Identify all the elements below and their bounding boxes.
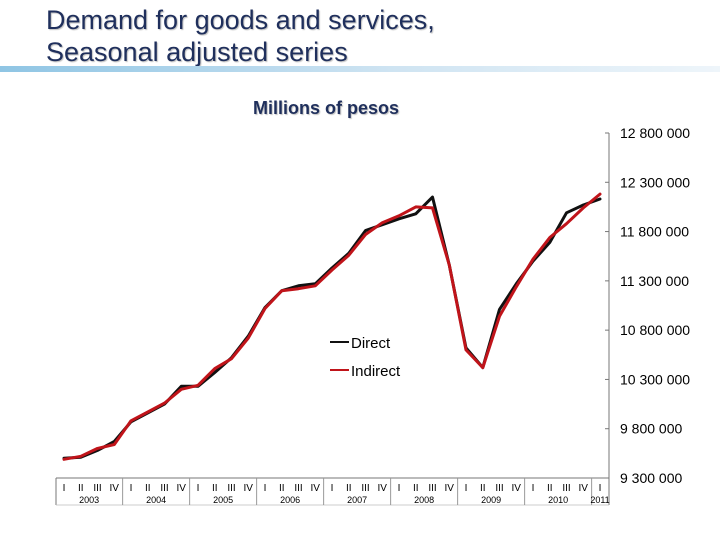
quarter-label: III [562, 483, 570, 494]
quarter-label: II [346, 483, 352, 494]
quarter-label: II [145, 483, 151, 494]
quarter-label: I [331, 483, 334, 494]
quarter-label: IV [512, 483, 522, 494]
quarter-label: II [78, 483, 84, 494]
quarter-label: II [413, 483, 419, 494]
chart-subtitle: Millions of pesos [253, 98, 400, 118]
year-label: 2005 [213, 495, 233, 505]
year-label: 2011 [590, 495, 609, 505]
year-label: 2007 [347, 495, 367, 505]
y-tick-label: 10 300 000 [620, 371, 690, 387]
quarter-label: I [398, 483, 401, 494]
y-tick-label: 12 800 000 [620, 125, 690, 141]
quarter-label: III [227, 483, 235, 494]
quarter-label: III [495, 483, 503, 494]
quarter-label: IV [110, 483, 120, 494]
quarter-label: I [197, 483, 200, 494]
year-label: 2008 [414, 495, 434, 505]
year-label: 2006 [280, 495, 300, 505]
year-label: 2004 [146, 495, 166, 505]
quarter-label: III [361, 483, 369, 494]
y-tick-label: 10 800 000 [620, 322, 690, 338]
year-label: 2009 [481, 495, 501, 505]
title-line-1: Demand for goods and services, [46, 5, 435, 35]
quarter-label: IV [579, 483, 589, 494]
y-tick-label: 11 800 000 [620, 224, 689, 240]
legend-label-direct: Direct [351, 335, 391, 352]
title-block: Demand for goods and services, Seasonal … [46, 4, 646, 68]
quarter-label: IV [445, 483, 455, 494]
quarter-label: III [93, 483, 101, 494]
quarter-label: I [465, 483, 468, 494]
title-line-2: Seasonal adjusted series [46, 37, 348, 67]
y-tick-label: 12 300 000 [620, 174, 690, 190]
quarter-label: I [532, 483, 535, 494]
quarter-label: IV [311, 483, 321, 494]
quarter-label: IV [244, 483, 254, 494]
y-tick-label: 9 800 000 [620, 421, 682, 437]
year-label: 2003 [79, 495, 99, 505]
quarter-label: I [63, 483, 66, 494]
year-label: 2010 [548, 495, 568, 505]
quarter-label: II [480, 483, 486, 494]
quarter-label: II [212, 483, 218, 494]
y-tick-label: 9 300 000 [620, 470, 682, 486]
legend-label-indirect: Indirect [351, 363, 401, 380]
quarter-label: I [130, 483, 133, 494]
quarter-label: III [294, 483, 302, 494]
quarter-label: III [428, 483, 436, 494]
quarter-label: II [279, 483, 285, 494]
quarter-label: IV [378, 483, 388, 494]
series-line-direct [62, 195, 602, 460]
quarter-label: IV [177, 483, 187, 494]
quarter-label: III [160, 483, 168, 494]
series-line-indirect [62, 192, 602, 461]
quarter-label: I [599, 483, 602, 494]
quarter-label: II [547, 483, 553, 494]
quarter-label: I [264, 483, 267, 494]
title-underline-bar [0, 66, 720, 72]
y-tick-label: 11 300 000 [620, 273, 689, 289]
